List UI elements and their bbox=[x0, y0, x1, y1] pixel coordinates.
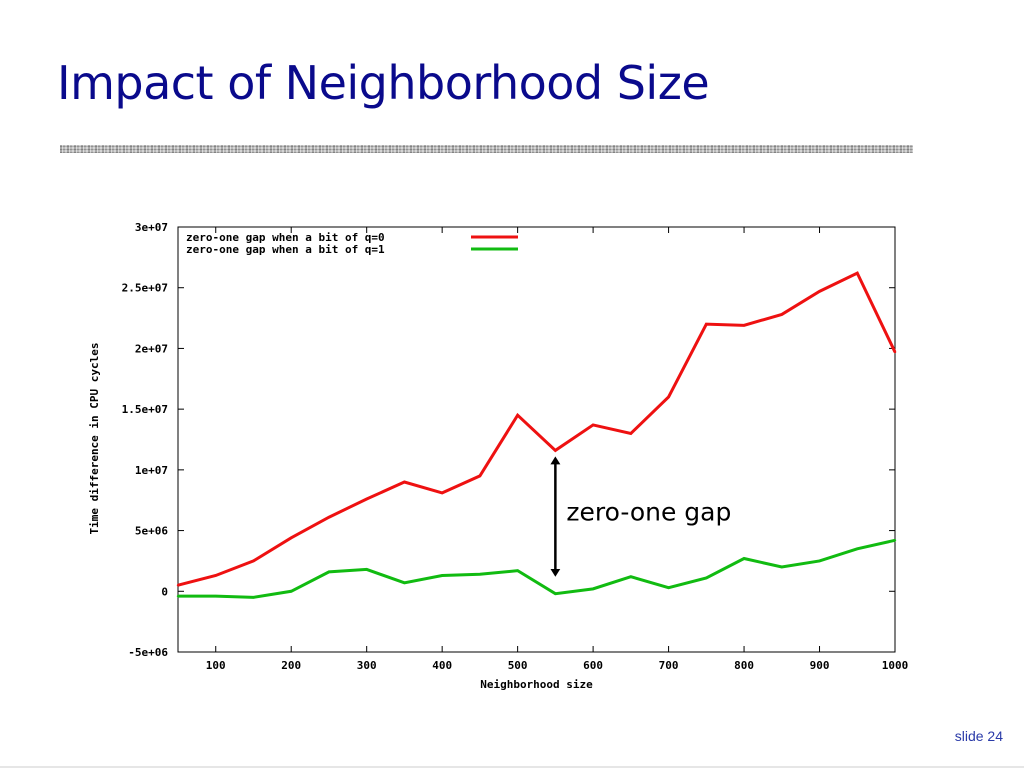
y-tick-label: 2.5e+07 bbox=[122, 282, 168, 295]
x-tick-label: 400 bbox=[432, 659, 452, 672]
x-tick-label: 800 bbox=[734, 659, 754, 672]
data-point bbox=[290, 536, 293, 540]
x-axis-label: Neighborhood size bbox=[480, 678, 593, 691]
plot-area-border bbox=[177, 226, 896, 653]
x-tick-label: 300 bbox=[357, 659, 377, 672]
x-tick-label: 100 bbox=[206, 659, 226, 672]
data-point bbox=[893, 539, 897, 542]
data-point bbox=[705, 576, 708, 580]
data-point bbox=[440, 491, 444, 495]
y-axis-label: Time difference in CPU cycles bbox=[88, 342, 101, 534]
data-point bbox=[176, 594, 180, 598]
data-point bbox=[591, 587, 595, 591]
data-point bbox=[818, 290, 821, 293]
data-point bbox=[667, 586, 670, 589]
data-point bbox=[403, 581, 406, 584]
data-point bbox=[478, 474, 482, 478]
data-point bbox=[176, 584, 180, 587]
y-tick-label: 1.5e+07 bbox=[122, 403, 168, 416]
data-point bbox=[516, 569, 519, 572]
legend-label-2: zero-one gap when a bit of q=1 bbox=[186, 243, 385, 256]
x-tick-label: 500 bbox=[508, 659, 528, 672]
data-point bbox=[365, 497, 368, 501]
data-point bbox=[365, 568, 368, 571]
data-point bbox=[252, 596, 255, 599]
x-tick-label: 1000 bbox=[882, 659, 909, 672]
data-point bbox=[856, 547, 859, 550]
data-point bbox=[478, 573, 482, 576]
bottom-divider bbox=[0, 766, 1024, 768]
data-point bbox=[327, 570, 331, 574]
data-point bbox=[440, 574, 444, 577]
data-point bbox=[893, 350, 897, 354]
series-line-1 bbox=[177, 271, 897, 587]
data-point bbox=[780, 313, 783, 316]
data-point bbox=[629, 432, 633, 435]
series-line-2 bbox=[178, 538, 896, 599]
slide-title: Impact of Neighborhood Size bbox=[57, 56, 710, 110]
x-tick-label: 200 bbox=[281, 659, 301, 672]
data-point bbox=[705, 322, 708, 326]
data-point bbox=[554, 449, 557, 452]
data-point bbox=[554, 592, 557, 595]
y-tick-label: -5e+06 bbox=[128, 646, 168, 659]
y-tick-label: 5e+06 bbox=[135, 525, 168, 538]
x-tick-label: 600 bbox=[583, 659, 603, 672]
data-point bbox=[629, 575, 633, 578]
data-point bbox=[856, 271, 859, 275]
x-tick-label: 700 bbox=[659, 659, 679, 672]
data-point bbox=[327, 516, 331, 519]
slide-number: slide 24 bbox=[954, 728, 1003, 744]
data-point bbox=[591, 423, 595, 427]
y-tick-label: 3e+07 bbox=[135, 221, 168, 234]
x-tick-label: 900 bbox=[810, 659, 830, 672]
data-point bbox=[214, 574, 217, 577]
data-point bbox=[252, 559, 255, 563]
data-point bbox=[403, 480, 406, 484]
data-point bbox=[667, 395, 670, 399]
data-point bbox=[818, 559, 821, 563]
y-tick-label: 0 bbox=[161, 585, 168, 598]
gap-annotation-label: zero-one gap bbox=[566, 498, 731, 527]
data-point bbox=[780, 565, 783, 569]
data-point bbox=[742, 324, 746, 327]
title-divider bbox=[60, 145, 913, 153]
legend-label-1: zero-one gap when a bit of q=0 bbox=[186, 231, 385, 244]
data-point bbox=[214, 594, 217, 598]
y-tick-label: 1e+07 bbox=[135, 464, 168, 477]
data-point bbox=[290, 590, 293, 593]
y-tick-label: 2e+07 bbox=[135, 342, 168, 355]
data-point bbox=[742, 557, 746, 560]
data-point bbox=[516, 414, 519, 417]
